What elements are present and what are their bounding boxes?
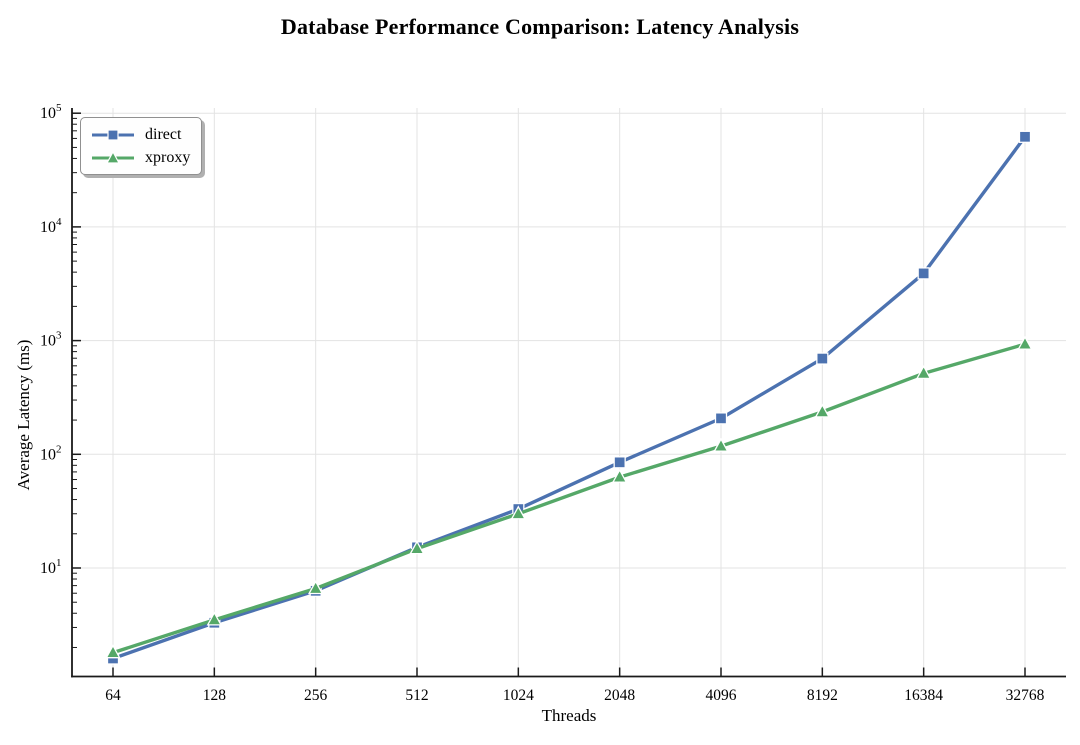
xproxy-line-triangle-marker-icon [92, 150, 134, 164]
x-tick-label: 16384 [904, 687, 943, 704]
series-xproxy [105, 335, 1033, 659]
xproxy-line [111, 342, 1027, 655]
axis-ticks [72, 112, 1026, 677]
x-tick-label: 128 [203, 687, 227, 704]
x-tick-label: 8192 [807, 687, 838, 704]
legend: direct xproxy [80, 117, 203, 175]
y-tick-label: 105 [40, 102, 62, 122]
xproxy-data-point [307, 580, 324, 595]
xproxy-data-point [510, 505, 527, 520]
legend-label-xproxy: xproxy [145, 148, 191, 166]
xproxy-data-point [206, 611, 223, 626]
axis-spines [71, 108, 1066, 678]
y-tick-label: 104 [40, 216, 62, 236]
y-tick-label: 102 [40, 443, 62, 463]
x-tick-label: 2048 [604, 687, 635, 704]
xproxy-data-point [1017, 335, 1033, 350]
y-tick-labels: 101 102 103 104 105 [40, 102, 62, 577]
legend-item-xproxy: xproxy [90, 146, 190, 169]
xproxy-data-point [915, 365, 932, 380]
x-tick-label: 1024 [503, 687, 534, 704]
xproxy-data-point [105, 644, 121, 659]
direct-data-point [613, 456, 626, 469]
y-axis-label: Average Latency (ms) [14, 339, 33, 491]
x-tick-label: 32768 [1006, 687, 1045, 704]
legend-label-direct: direct [145, 125, 182, 143]
direct-data-point [816, 352, 829, 365]
xproxy-data-point [713, 437, 729, 452]
x-tick-label: 512 [405, 687, 428, 704]
xproxy-data-point [611, 468, 628, 483]
y-tick-label: 101 [40, 557, 62, 577]
chart-title: Database Performance Comparison: Latency… [280, 14, 800, 39]
legend-item-direct: direct [90, 123, 190, 146]
xproxy-data-point [409, 540, 425, 555]
x-tick-labels: 64 128 256 512 1024 2048 4096 8192 16384 32768 [105, 687, 1044, 704]
xproxy-data-point [814, 403, 831, 418]
series-direct [106, 130, 1032, 665]
gridlines [72, 108, 1066, 677]
direct-data-point [917, 267, 930, 280]
x-tick-label: 64 [105, 687, 121, 704]
direct-line-square-marker-icon [92, 128, 134, 141]
direct-data-point [714, 412, 728, 425]
y-tick-label: 103 [40, 330, 62, 350]
x-axis-label: Threads [541, 706, 597, 725]
direct-data-point [1018, 130, 1032, 143]
x-tick-label: 4096 [706, 687, 737, 704]
x-tick-label: 256 [304, 687, 328, 704]
direct-line [111, 135, 1027, 661]
